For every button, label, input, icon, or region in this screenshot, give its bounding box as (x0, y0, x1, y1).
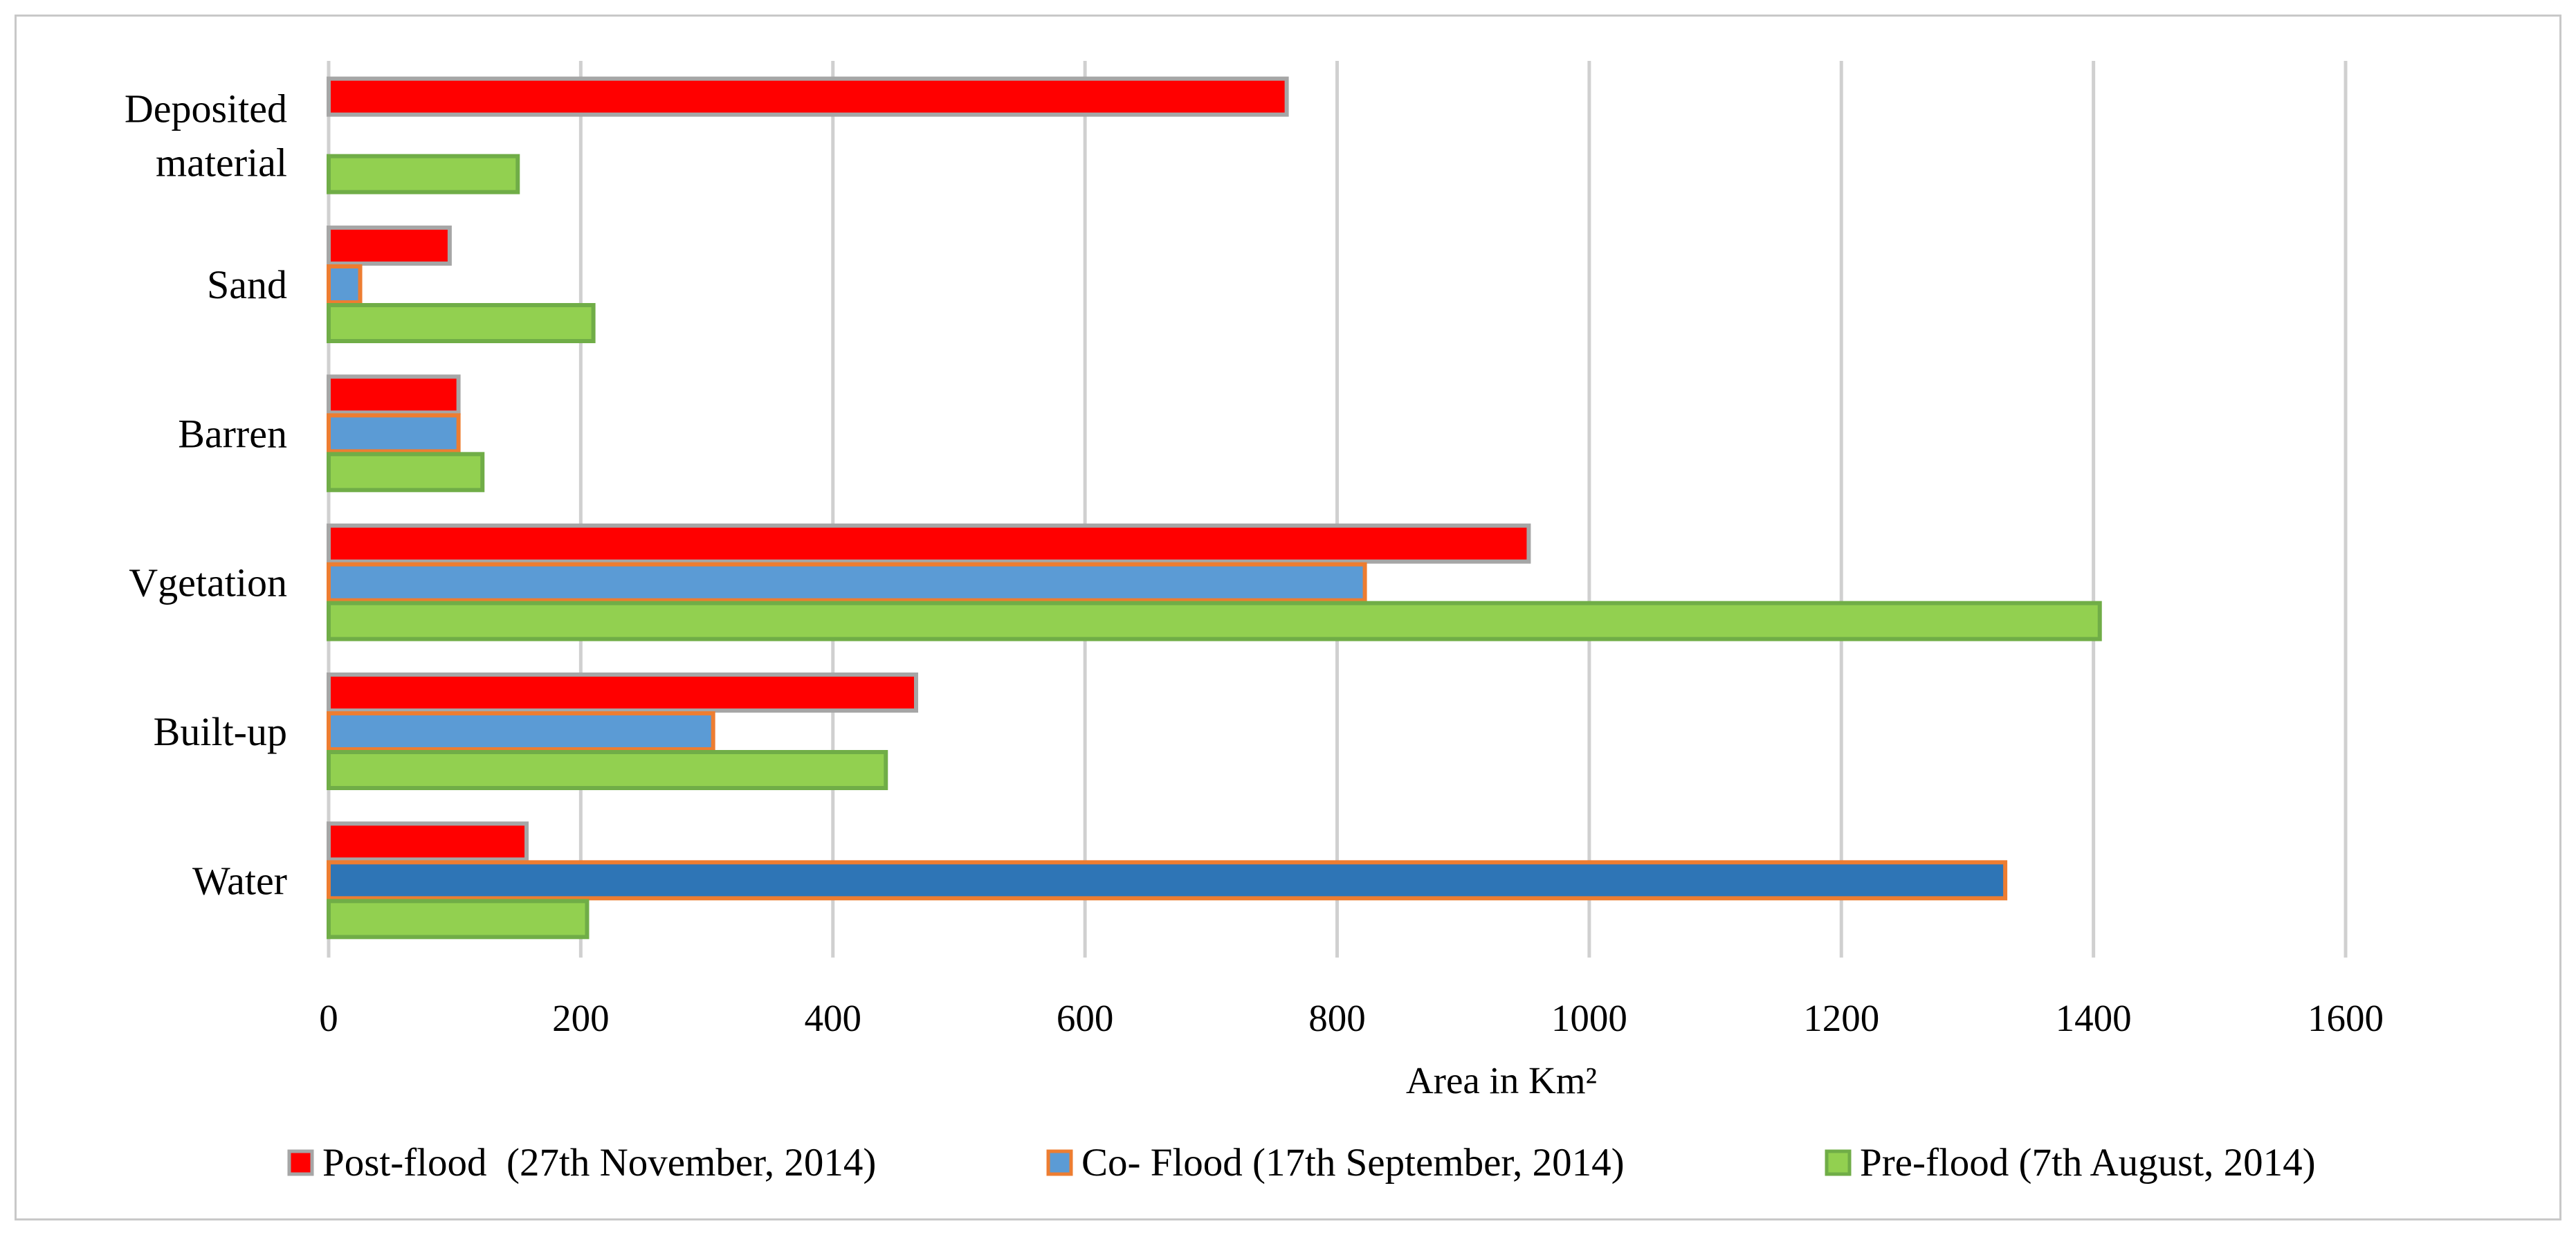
category-label-line: Deposited (125, 86, 287, 131)
x-axis-title: Area in Km² (1406, 1059, 1597, 1101)
x-tick-label: 800 (1308, 997, 1366, 1039)
category-label: Barren (178, 411, 287, 456)
bar-series-1-category-1 (327, 76, 1289, 117)
x-tick-label: 200 (552, 997, 610, 1039)
bar-series-3-category-2 (327, 303, 596, 343)
bar-series-3-category-5 (327, 750, 888, 790)
category-label-line: material (156, 140, 287, 185)
gridlines (327, 61, 2348, 958)
bar-series-3-category-4 (327, 601, 2102, 641)
bar-series-1-category-2 (327, 226, 452, 266)
legend-label: Co- Flood (17th September, 2014) (1081, 1141, 1625, 1184)
bar-series-1-category-4 (327, 523, 1531, 564)
category-label: Deposited material (125, 86, 287, 185)
legend-swatch (287, 1149, 314, 1176)
bars (327, 76, 2102, 940)
category-label-line: Vgetation (129, 560, 287, 605)
legend-label: Post-flood (27th November, 2014) (322, 1141, 876, 1184)
legend-item-3[interactable]: Pre-flood (7th August, 2014) (1825, 1141, 2316, 1184)
legend[interactable]: Post-flood (27th November, 2014) Co- Floo… (287, 1141, 2316, 1184)
category-label: Water (192, 858, 287, 903)
bar-series-3-category-3 (327, 452, 485, 493)
legend-label: Pre-flood (7th August, 2014) (1860, 1141, 2316, 1184)
bar-series-2-category-2 (327, 264, 363, 304)
legend-item-1[interactable]: Post-flood (27th November, 2014) (287, 1141, 876, 1184)
category-label: Sand (207, 262, 287, 307)
x-tick-label: 1400 (2056, 997, 2132, 1039)
category-labels: Deposited material Sand Barren Vgetation Buil… (125, 86, 287, 904)
bar-series-1-category-6 (327, 821, 529, 862)
legend-swatch (1825, 1149, 1852, 1176)
bar-series-2-category-6 (327, 860, 2008, 901)
x-tick-label: 0 (319, 997, 338, 1039)
category-label-line: Sand (207, 262, 287, 307)
category-label-line: Built-up (154, 709, 287, 754)
category-label-line: Water (192, 858, 287, 903)
bar-series-1-category-5 (327, 673, 918, 713)
category-label: Built-up (154, 709, 287, 754)
x-tick-labels: 0 200 400 600 800 1000 1200 1400 1600 (319, 997, 2384, 1039)
x-tick-label: 400 (805, 997, 862, 1039)
bar-series-3-category-1 (327, 154, 520, 194)
category-label: Vgetation (129, 560, 287, 605)
bar-series-1-category-3 (327, 374, 461, 415)
x-tick-label: 1600 (2308, 997, 2384, 1039)
legend-swatch (1046, 1149, 1073, 1176)
bar-series-2-category-3 (327, 413, 461, 454)
x-tick-label: 1000 (1551, 997, 1627, 1039)
x-tick-label: 1200 (1803, 997, 1879, 1039)
bar-series-2-category-5 (327, 711, 715, 751)
bar-series-2-category-4 (327, 562, 1367, 603)
bar-series-3-category-6 (327, 899, 590, 940)
legend-item-2[interactable]: Co- Flood (17th September, 2014) (1046, 1141, 1625, 1184)
category-label-line: Barren (178, 411, 287, 456)
x-tick-label: 600 (1057, 997, 1114, 1039)
